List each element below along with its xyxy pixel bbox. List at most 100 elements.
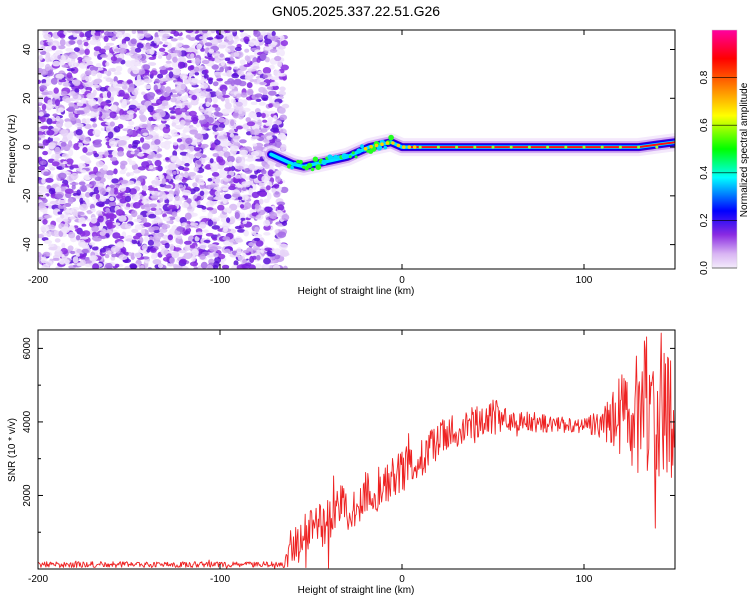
noise-blob xyxy=(58,258,66,265)
noise-blob xyxy=(220,60,225,67)
noise-blob xyxy=(247,68,257,72)
noise-blob xyxy=(212,52,220,57)
noise-blob xyxy=(67,106,76,113)
noise-blob xyxy=(78,142,84,148)
noise-blob xyxy=(166,211,172,215)
noise-blob xyxy=(42,218,48,225)
noise-blob xyxy=(194,147,201,152)
noise-blob xyxy=(140,137,145,143)
noise-blob xyxy=(172,211,178,218)
noise-blob xyxy=(122,98,127,106)
noise-blob xyxy=(224,80,233,85)
noise-blob xyxy=(217,92,224,100)
noise-blob xyxy=(254,203,260,210)
noise-blob xyxy=(83,41,89,47)
noise-blob xyxy=(253,30,261,37)
noise-blob xyxy=(164,41,169,46)
noise-blob xyxy=(126,172,131,177)
track-dot xyxy=(655,145,659,149)
noise-blob xyxy=(261,94,269,101)
noise-blob xyxy=(264,207,271,211)
noise-blob xyxy=(138,265,145,269)
noise-blob xyxy=(39,186,48,194)
noise-blob xyxy=(63,30,68,36)
noise-blob xyxy=(168,71,174,79)
noise-blob xyxy=(221,108,230,115)
noise-blob xyxy=(181,222,188,227)
noise-blob xyxy=(60,129,69,137)
noise-field xyxy=(38,30,290,269)
noise-blob xyxy=(190,53,195,59)
noise-blob xyxy=(66,30,73,33)
noise-blob xyxy=(131,210,138,218)
noise-blob xyxy=(115,263,120,268)
noise-blob xyxy=(213,252,219,258)
noise-blob xyxy=(76,39,83,45)
noise-blob xyxy=(120,163,126,170)
noise-blob xyxy=(80,73,87,81)
noise-blob xyxy=(127,128,134,136)
noise-blob xyxy=(152,241,161,248)
noise-blob xyxy=(172,150,178,157)
noise-blob xyxy=(38,54,43,61)
noise-blob xyxy=(199,190,205,196)
noise-blob xyxy=(64,121,73,128)
spectrogram-xlabel: Height of straight line (km) xyxy=(298,286,415,297)
noise-blob xyxy=(134,61,142,67)
noise-blob xyxy=(78,239,86,248)
noise-blob xyxy=(110,67,117,72)
noise-blob xyxy=(79,259,86,266)
noise-blob xyxy=(48,142,57,146)
noise-blob xyxy=(75,129,83,136)
noise-blob xyxy=(248,163,256,171)
noise-blob xyxy=(74,123,84,128)
noise-blob xyxy=(115,209,124,216)
noise-blob xyxy=(128,120,135,126)
noise-blob xyxy=(205,232,214,237)
noise-blob xyxy=(55,186,62,194)
noise-blob xyxy=(210,217,220,222)
noise-blob xyxy=(173,50,181,54)
noise-blob xyxy=(240,194,249,201)
noise-blob xyxy=(177,36,184,41)
noise-blob xyxy=(94,176,102,181)
track-dot xyxy=(418,145,422,149)
noise-blob xyxy=(110,156,118,162)
noise-blob xyxy=(133,53,143,60)
noise-blob xyxy=(214,190,220,196)
noise-blob xyxy=(143,78,153,84)
track-hotspot xyxy=(369,144,373,149)
snr-ytick-label: 4000 xyxy=(22,410,33,433)
noise-blob xyxy=(183,230,191,235)
noise-blob xyxy=(165,157,170,161)
noise-blob xyxy=(168,163,177,171)
noise-blob xyxy=(248,187,253,195)
noise-blob xyxy=(207,212,213,219)
noise-blob xyxy=(275,209,283,217)
noise-blob xyxy=(59,62,65,66)
noise-blob xyxy=(68,231,76,239)
snr-xtick-label: -200 xyxy=(28,574,48,585)
noise-blob xyxy=(239,30,244,33)
noise-blob xyxy=(273,101,280,109)
spectrogram-ytick-label: 40 xyxy=(22,44,33,56)
noise-blob xyxy=(176,235,183,239)
noise-blob xyxy=(226,70,232,77)
noise-blob xyxy=(95,193,101,200)
noise-blob xyxy=(245,117,251,123)
noise-blob xyxy=(210,38,219,46)
noise-blob xyxy=(113,71,122,76)
noise-blob xyxy=(62,82,71,87)
noise-blob xyxy=(219,41,229,46)
noise-blob xyxy=(105,207,111,213)
noise-blob xyxy=(216,127,224,131)
noise-blob xyxy=(214,177,221,185)
noise-blob xyxy=(159,228,168,233)
noise-blob xyxy=(171,133,180,138)
noise-blob xyxy=(81,248,89,254)
noise-blob xyxy=(38,111,44,117)
noise-blob xyxy=(116,57,123,62)
noise-blob xyxy=(72,212,78,217)
track-speckle xyxy=(383,145,388,150)
noise-blob xyxy=(42,251,51,257)
